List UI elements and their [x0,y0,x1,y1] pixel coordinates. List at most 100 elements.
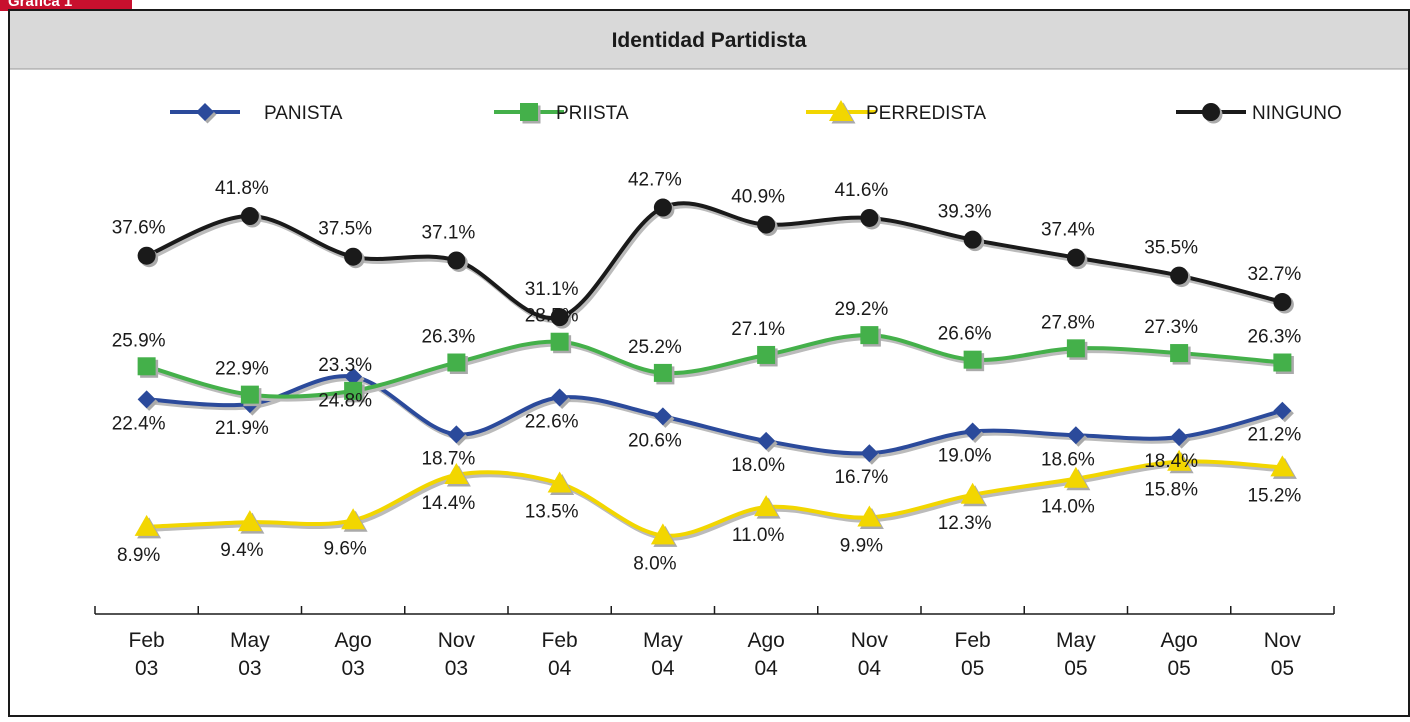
marker-shape [650,523,675,545]
data-point [237,510,265,534]
marker-shape [344,367,363,386]
data-point [857,505,884,529]
data-label: 37.6% [112,218,166,239]
x-tick-label: 04 [548,657,572,680]
data-point [653,407,675,428]
marker-shape [963,422,982,441]
data-label: 13.5% [525,501,579,522]
data-label: 40.9% [731,187,785,208]
marker-shape [1167,449,1192,471]
marker-shape [754,495,779,517]
data-label: 25.9% [112,330,166,351]
marker-shape [860,444,879,463]
data-point [860,444,881,465]
x-tick-label: 03 [341,657,364,680]
legend-marker [1202,103,1223,124]
data-label: 9.6% [323,538,366,559]
data-label: 27.8% [1041,312,1095,333]
data-label: 22.9% [215,359,269,380]
data-point [137,246,159,268]
data-point [963,350,985,372]
x-tick-label: May [643,629,683,652]
data-point [1273,401,1294,423]
marker-shape [550,388,569,407]
header-bar [10,11,1408,69]
data-point [1270,455,1297,479]
x-tick-label: Feb [542,629,578,652]
x-tick-label: 05 [1064,657,1087,680]
marker-shape [857,505,882,527]
data-point [137,390,159,411]
data-point [860,326,881,347]
data-label: 12.3% [938,513,992,534]
marker-shape [829,100,853,121]
data-label: 37.1% [421,222,475,243]
data-label: 27.3% [1144,317,1198,338]
data-point [757,431,778,453]
marker-shape [653,407,672,426]
data-point [1170,428,1191,449]
marker-shape [1270,455,1295,477]
data-label: 9.9% [840,535,883,556]
data-label: 32.7% [1247,264,1301,285]
data-point [1170,344,1191,365]
marker-shape [757,215,776,234]
data-point [1170,266,1191,288]
marker-shape [963,350,982,369]
data-label: 21.2% [1247,425,1301,446]
marker-shape [447,425,466,444]
data-label: 18.4% [1144,451,1198,472]
marker-shape [447,353,466,372]
tab [0,0,132,11]
data-point [757,345,778,367]
data-point [1273,293,1294,314]
legend-label: PERREDISTA [866,103,986,124]
data-point [137,357,159,378]
data-label: 11.0% [732,525,785,546]
marker-shape [240,207,259,226]
marker-shape [1170,266,1189,285]
marker-shape [1066,339,1085,358]
data-point [1063,466,1091,491]
data-label: 42.7% [628,170,682,191]
data-label: 29.2% [834,299,888,320]
data-label: 41.6% [834,180,888,201]
legend-marker [829,100,856,124]
marker-shape [240,385,259,404]
marker-shape [960,482,985,504]
x-tick-label: 05 [1167,657,1190,680]
x-tick-label: 04 [754,657,778,680]
legend-label: PRIISTA [556,103,629,124]
data-label: 18.6% [1041,449,1095,470]
data-point [240,207,262,228]
data-label: 25.2% [628,337,682,358]
data-label: 26.3% [421,327,475,348]
data-label: 22.4% [112,413,166,434]
data-point [344,247,365,269]
marker-shape [550,332,569,351]
data-point [447,353,468,375]
data-label: 20.6% [628,430,682,451]
data-point [341,508,368,532]
data-label: 31.1% [525,279,579,300]
data-label: 18.0% [731,455,785,476]
marker-shape [134,514,159,536]
marker-shape [137,357,156,376]
marker-shape [653,198,672,217]
marker-shape [1273,353,1292,372]
marker-shape [757,345,776,364]
marker-shape [1170,428,1189,447]
marker-shape [520,103,538,121]
data-point [550,308,572,329]
marker-shape [547,471,572,493]
marker-shape [1170,344,1189,363]
data-point [444,462,471,487]
series-line-shadow [148,377,1285,459]
data-point [757,215,778,237]
series-line [146,374,1283,456]
data-label: 37.4% [1041,220,1095,241]
tab-label: Gráfica 1 [8,0,72,10]
data-label: 9.4% [220,540,263,561]
data-point [650,523,678,547]
data-point [754,495,781,519]
